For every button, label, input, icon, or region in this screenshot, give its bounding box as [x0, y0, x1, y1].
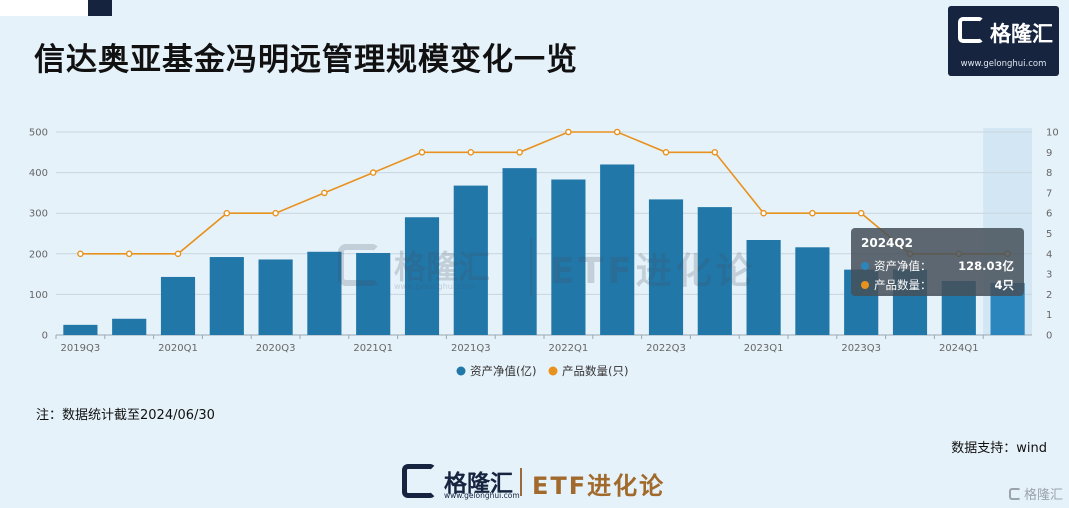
footer-logo: 格隆汇 www.gelonghui.com ETF进化论 [402, 460, 702, 504]
y-left-tick-label: 400 [29, 168, 48, 179]
y-left-tick-label: 300 [29, 209, 48, 220]
line-point [565, 128, 572, 136]
data-note: 注：数据统计截至2024/06/30 [36, 408, 215, 423]
footer-divider [520, 468, 522, 496]
page-title: 信达奥亚基金冯明远管理规模变化一览 [34, 42, 578, 78]
y-right-tick-label: 0 [1046, 331, 1052, 342]
footer-brand: 格隆汇 [444, 471, 513, 497]
bar [502, 168, 537, 335]
tooltip-label-count: 产品数量： [874, 277, 932, 292]
line-point [369, 169, 377, 176]
y-right-tick-label: 1 [1046, 310, 1052, 321]
line-point [174, 250, 182, 258]
top-accent-navy [88, 0, 112, 16]
x-tick-label: 2019Q3 [61, 343, 101, 354]
bar [746, 239, 781, 335]
bar [112, 318, 147, 335]
x-tick-label: 2023Q1 [744, 343, 784, 354]
x-tick-label: 2020Q3 [256, 343, 296, 354]
top-accent-white [0, 0, 88, 16]
line-point [516, 149, 523, 156]
bar [600, 164, 635, 335]
y-right-tick-label: 8 [1046, 168, 1052, 179]
y-left-tick-label: 100 [29, 290, 48, 301]
line-point [418, 149, 426, 156]
tooltip-row-nav: 资产净值： 128.03亿 [861, 256, 1014, 275]
bar [209, 257, 244, 335]
legend-label-count: 产品数量(只) [562, 364, 628, 378]
legend-label-nav: 资产净值(亿) [470, 364, 536, 378]
footer-url: www.gelonghui.com [444, 491, 520, 500]
bar [648, 199, 684, 335]
chart-tooltip: 2024Q2 资产净值： 128.03亿 产品数量： 4只 [851, 228, 1024, 296]
footer-g-icon [402, 464, 436, 498]
line-point [857, 209, 865, 217]
y-left-tick-label: 200 [29, 249, 48, 260]
x-tick-label: 2024Q1 [939, 343, 979, 354]
tooltip-dot-count [861, 280, 869, 289]
corner-g-icon [1008, 488, 1021, 500]
line-point [125, 250, 133, 258]
bar [258, 259, 293, 335]
bar [404, 217, 440, 335]
brand-name: 格隆汇 [990, 22, 1053, 46]
series-line [80, 131, 1008, 255]
tooltip-value-count: 4只 [994, 277, 1014, 292]
tooltip-row-count: 产品数量： 4只 [861, 275, 1014, 294]
x-tick-label: 2022Q3 [646, 343, 686, 354]
tooltip-value-nav: 128.03亿 [958, 258, 1014, 273]
y-right-tick-label: 3 [1046, 270, 1052, 281]
line-point [711, 149, 719, 156]
line-point [467, 149, 475, 156]
line-point [809, 209, 816, 217]
brand-g-icon [958, 17, 984, 43]
y-right-tick-label: 9 [1046, 148, 1052, 159]
legend-marker-count [548, 366, 558, 376]
data-source: 数据支持：wind [951, 441, 1047, 456]
y-right-tick-label: 5 [1046, 229, 1052, 240]
x-tick-label: 2020Q1 [158, 343, 198, 354]
y-left-tick-label: 0 [42, 331, 48, 342]
x-tick-label: 2021Q3 [451, 343, 491, 354]
y-right-tick-label: 6 [1046, 209, 1052, 220]
footer-column: ETF进化论 [532, 472, 666, 500]
x-tick-label: 2021Q1 [353, 343, 393, 354]
bar [697, 207, 732, 335]
bar [551, 179, 586, 335]
x-tick-label: 2023Q3 [841, 343, 881, 354]
brand-url: www.gelonghui.com [960, 59, 1047, 69]
y-right-tick-label: 2 [1046, 290, 1052, 301]
line-point [613, 128, 621, 136]
bar [356, 252, 391, 335]
corner-watermark: 格隆汇 [1008, 484, 1063, 503]
x-tick-label: 2022Q1 [549, 343, 589, 354]
bar [63, 324, 98, 335]
brand-logo: 格隆汇 www.gelonghui.com [948, 6, 1059, 76]
y-right-tick-label: 10 [1046, 128, 1059, 139]
line-point [272, 209, 279, 217]
bar [795, 247, 830, 335]
legend-marker-nav [456, 366, 466, 376]
corner-watermark-text: 格隆汇 [1023, 488, 1063, 503]
y-left-tick-label: 500 [29, 128, 48, 139]
tooltip-label-nav: 资产净值： [874, 258, 932, 273]
y-right-tick-label: 4 [1046, 249, 1052, 260]
line-point [662, 149, 670, 156]
bar [453, 185, 488, 335]
tooltip-dot-nav [861, 261, 869, 270]
line-point [760, 209, 767, 217]
bar [160, 276, 196, 335]
bar [307, 251, 342, 335]
y-right-tick-label: 7 [1046, 188, 1052, 199]
tooltip-title: 2024Q2 [861, 236, 913, 250]
line-point [321, 189, 328, 197]
line-point [77, 250, 84, 258]
line-point [223, 209, 231, 217]
